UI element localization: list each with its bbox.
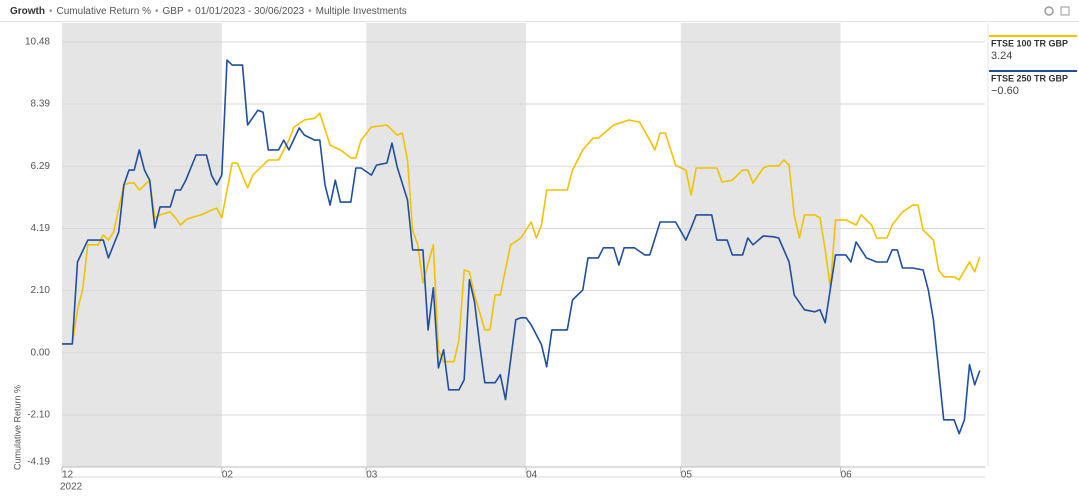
export-icon[interactable] — [1060, 6, 1070, 16]
legend-name: FTSE 250 TR GBP — [991, 73, 1068, 83]
y-tick-label: 2.10 — [31, 285, 51, 296]
month-band — [680, 23, 841, 467]
legend-value: 3.24 — [991, 50, 1012, 62]
series-line — [62, 59, 981, 435]
x-year-label: 2022 — [60, 482, 83, 493]
y-axis-label: Cumulative Return % — [12, 385, 22, 470]
header-item: Multiple Investments — [304, 6, 407, 17]
x-tick-label: 05 — [681, 470, 693, 481]
legend-swatch — [989, 35, 1077, 37]
x-tick-label: 04 — [526, 470, 538, 481]
month-band — [366, 23, 527, 467]
settings-icon[interactable] — [1044, 6, 1054, 16]
x-tick-label: 06 — [841, 470, 853, 481]
y-tick-label: 4.19 — [31, 223, 51, 234]
legend-name: FTSE 100 TR GBP — [991, 38, 1068, 48]
header-item: GBP — [151, 6, 184, 17]
series-line — [62, 112, 981, 363]
header-title: Growth — [10, 6, 45, 17]
y-tick-label: 8.39 — [31, 99, 51, 110]
x-tick-label: 02 — [222, 470, 234, 481]
legend-value: −0.60 — [991, 85, 1019, 97]
header-icons[interactable] — [1043, 5, 1073, 19]
x-tick-label: 03 — [366, 470, 378, 481]
y-tick-label: -2.10 — [27, 410, 50, 421]
header: GrowthCumulative Return %GBP01/01/2023 -… — [0, 0, 1079, 22]
header-item: Cumulative Return % — [45, 6, 151, 17]
header-item: 01/01/2023 - 30/06/2023 — [184, 6, 305, 17]
legend-swatch — [989, 70, 1077, 72]
y-tick-label: 6.29 — [31, 161, 51, 172]
y-tick-label: -4.19 — [27, 457, 50, 468]
y-tick-label: 10.48 — [25, 37, 50, 48]
y-tick-label: 0.00 — [31, 347, 51, 358]
x-tick-label: 12 — [62, 470, 74, 481]
